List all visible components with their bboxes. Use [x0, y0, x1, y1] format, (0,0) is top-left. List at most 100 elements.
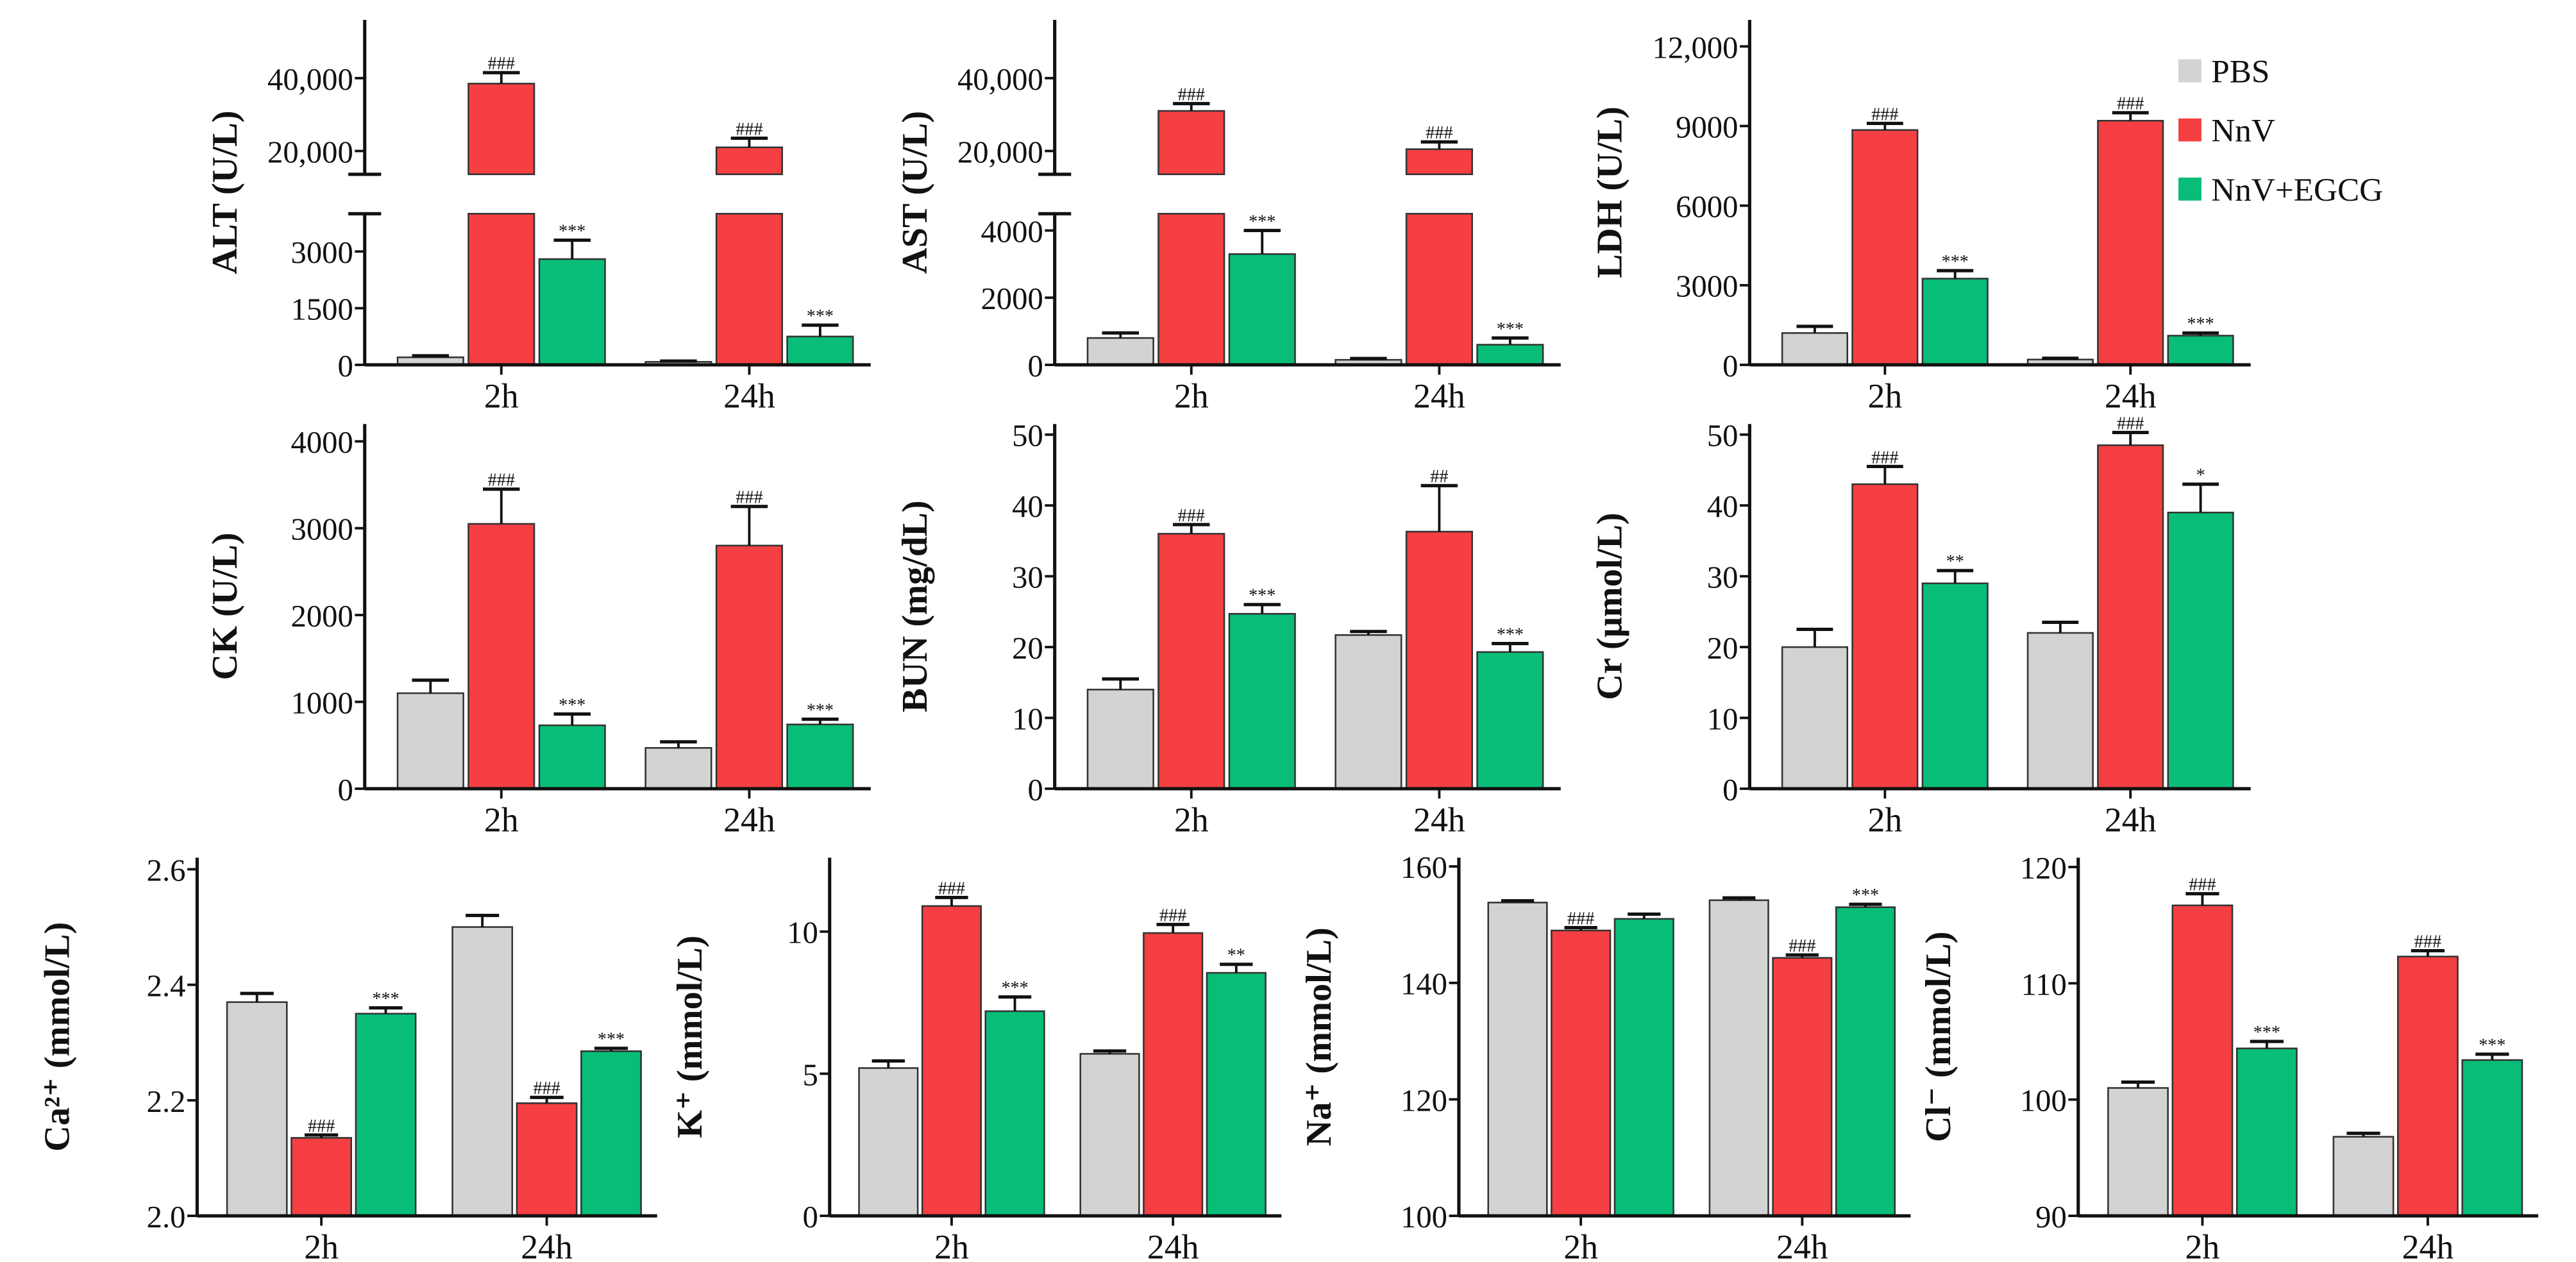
bar-nnv-egcg-24h: [1476, 344, 1544, 366]
bar-nnv-egcg-2h: [538, 258, 606, 366]
y-axis-label: CK (U/L): [205, 533, 245, 680]
bar-nnv-egcg-2h: [2235, 1047, 2298, 1217]
bar-nnv-24h-upper: [715, 146, 783, 176]
x-tick-label: 24h: [521, 1228, 573, 1262]
significance-mark: **: [1946, 552, 1964, 572]
panel-ca: 2.0 2.2 2.4 2.6 Ca²⁺ (mmol/L) ### *** 2h ### *** 2…: [38, 853, 657, 1262]
x-tick-label: 24h: [1413, 377, 1465, 416]
y-tick-label: 160: [1401, 850, 1447, 885]
bar-nnv-2h-lower: [1158, 213, 1225, 366]
x-tick-label: 24h: [723, 801, 775, 839]
y-tick-label: 50: [1012, 419, 1043, 453]
y-tick-label: 0: [1722, 773, 1738, 807]
significance-mark: ###: [488, 54, 515, 74]
bar-nnv-egcg-2h: [355, 1013, 417, 1217]
bar-pbs-2h: [396, 692, 464, 790]
significance-mark: ###: [488, 471, 515, 491]
x-tick-label: 2h: [1563, 1228, 1598, 1262]
bar-nnv-egcg-24h: [580, 1050, 642, 1217]
x-tick-label: 24h: [1413, 801, 1465, 839]
y-tick-label: 0: [337, 349, 353, 383]
y-tick-label: 40: [1012, 489, 1043, 524]
y-axis-label: BUN (mg/dL): [895, 500, 935, 712]
significance-mark: ##: [1430, 467, 1448, 487]
y-tick-label: 90: [2035, 1200, 2067, 1234]
significance-mark: ###: [2117, 414, 2144, 433]
significance-mark: ***: [1249, 212, 1275, 231]
significance-mark: ###: [1426, 123, 1452, 143]
legend-label-pbs: PBS: [2211, 53, 2269, 90]
bar-nnv-2h: [1851, 129, 1919, 366]
bar-nnv-egcg-2h: [1921, 278, 1989, 366]
significance-mark: ***: [598, 1030, 625, 1050]
y-tick-label: 2.6: [147, 853, 186, 888]
bar-nnv-2h: [290, 1137, 353, 1217]
y-axis-label: Ca²⁺ (mmol/L): [38, 922, 78, 1152]
y-axis-label: K⁺ (mmol/L): [670, 936, 710, 1138]
significance-mark: ###: [308, 1116, 335, 1136]
legend-label-nnv: NnV: [2211, 113, 2275, 149]
y-axis-label: ALT (U/L): [205, 110, 245, 274]
significance-mark: ***: [372, 989, 399, 1009]
significance-mark: ###: [1567, 909, 1594, 929]
bar-pbs-2h: [858, 1067, 919, 1217]
panel-ck: 0 1000 2000 3000 4000 CK (U/L) ### *** 2h ### *** 2…: [205, 424, 871, 839]
y-tick-label: 10: [787, 916, 818, 950]
bar-nnv-2h-lower: [467, 213, 535, 366]
y-tick-label: 2.4: [147, 969, 186, 1004]
bar-nnv-24h: [1772, 957, 1833, 1217]
y-tick-label: 40,000: [267, 62, 353, 97]
y-tick-label: 3000: [290, 512, 353, 547]
y-axis-label: AST (U/L): [895, 111, 935, 274]
y-tick-label: 10: [1707, 702, 1738, 736]
significance-mark: ***: [1001, 979, 1028, 998]
significance-mark: ###: [1178, 506, 1205, 526]
x-tick-label: 2h: [1174, 377, 1209, 416]
y-tick-label: 2000: [290, 599, 353, 634]
bar-nnv-2h: [1851, 483, 1919, 790]
significance-mark: ###: [1871, 448, 1898, 467]
panel-cr: 0 10 20 30 40 50 Cr (μmol/L) ### ** 2h ### * 24h: [1590, 414, 2251, 839]
panel-cl: 90 100 110 120 Cl⁻ (mmol/L) ### *** 2h ### *** 24h: [1919, 851, 2539, 1262]
bar-pbs-2h: [1781, 646, 1849, 790]
y-tick-label: 9000: [1676, 110, 1738, 144]
significance-mark: ***: [2253, 1023, 2280, 1043]
y-tick-label: 100: [2020, 1084, 2067, 1118]
significance-mark: ###: [1871, 105, 1898, 124]
y-tick-label: 30: [1012, 560, 1043, 595]
bar-nnv-24h: [2097, 119, 2164, 366]
y-tick-label: 0: [1027, 773, 1043, 807]
significance-mark: **: [1227, 946, 1245, 966]
legend: PBS NnV NnV+EGCG: [2178, 53, 2383, 208]
y-tick-label: 6000: [1676, 190, 1738, 224]
bar-nnv-egcg-2h: [1228, 253, 1296, 366]
bar-pbs-2h: [1086, 337, 1154, 366]
significance-mark: ###: [938, 879, 965, 898]
y-tick-label: 3000: [1676, 269, 1738, 304]
y-tick-label: 140: [1401, 967, 1447, 1002]
x-tick-label: 2h: [1174, 801, 1209, 839]
bar-pbs-24h: [451, 926, 514, 1217]
y-tick-label: 10: [1012, 702, 1043, 736]
y-tick-label: 4000: [981, 214, 1043, 249]
significance-mark: ***: [807, 700, 834, 720]
bar-nnv-egcg-2h: [1921, 582, 1989, 790]
bar-nnv-egcg-2h: [984, 1010, 1045, 1217]
panel-ast: 0 2000 4000 20,000 40,000 AST (U/L) ### *** 2h ##…: [895, 19, 1561, 416]
y-tick-label: 2000: [981, 282, 1043, 316]
legend-swatch-pbs: [2178, 59, 2201, 83]
y-tick-label: 0: [1722, 349, 1738, 383]
bar-nnv-egcg-2h: [1228, 612, 1296, 790]
panel-alt: 0 1500 3000 20,000 40,000 ALT (U/L) ### *** 2h ##…: [205, 19, 871, 416]
bar-pbs-24h: [644, 747, 712, 790]
y-tick-label: 5: [802, 1057, 818, 1092]
y-tick-label: 4000: [290, 425, 353, 460]
bar-nnv-24h-lower: [1405, 213, 1473, 366]
significance-mark: ###: [1789, 936, 1815, 956]
legend-swatch-nnv-egcg: [2178, 177, 2201, 201]
significance-mark: ###: [2414, 932, 2441, 952]
y-tick-label: 2.0: [147, 1200, 186, 1234]
bar-nnv-egcg-24h: [2167, 511, 2234, 790]
bar-nnv-egcg-24h: [1206, 972, 1267, 1217]
panel-ldh: 0 3000 6000 9000 12,000 LDH (U/L) ### *** 2h ### *…: [1590, 19, 2251, 416]
